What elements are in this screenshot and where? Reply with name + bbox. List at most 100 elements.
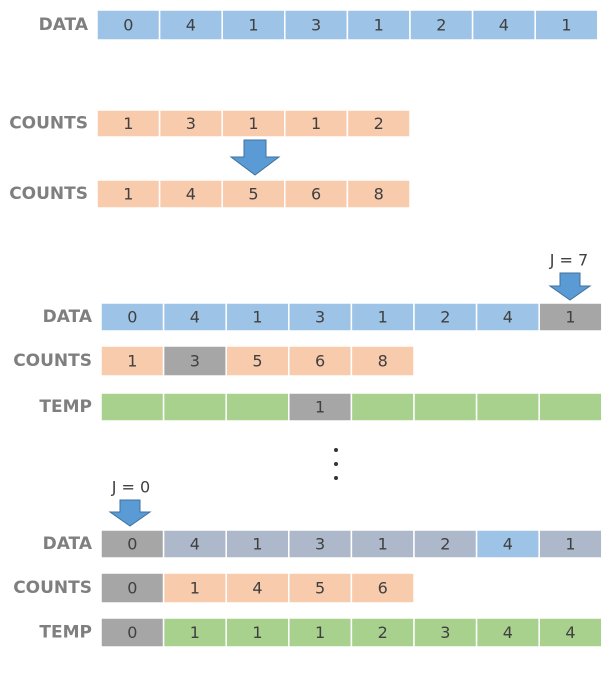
cell-value: 1 bbox=[315, 398, 325, 417]
cell-value: 1 bbox=[374, 16, 384, 35]
cell bbox=[225, 302, 290, 332]
cell bbox=[162, 529, 227, 559]
cell-value: 3 bbox=[440, 623, 450, 642]
cell-value: 5 bbox=[248, 185, 258, 204]
cell bbox=[538, 392, 603, 422]
arrow bbox=[108, 499, 152, 527]
cell-value: 0 bbox=[127, 623, 137, 642]
arrow bbox=[548, 272, 592, 301]
cell bbox=[288, 529, 353, 559]
cell-value: 6 bbox=[311, 185, 321, 204]
cell bbox=[162, 302, 227, 332]
ellipsis-dot bbox=[334, 448, 338, 452]
cell-value: 1 bbox=[190, 623, 200, 642]
cell bbox=[100, 345, 165, 377]
cell-value: 4 bbox=[499, 16, 509, 35]
cell-value: 4 bbox=[503, 535, 513, 554]
cell-value: 4 bbox=[503, 623, 513, 642]
cell bbox=[162, 392, 227, 422]
cell-value: 8 bbox=[378, 352, 388, 371]
cell-value: 1 bbox=[561, 16, 571, 35]
cell bbox=[350, 345, 415, 377]
cell bbox=[288, 302, 353, 332]
cell-value: 4 bbox=[190, 308, 200, 327]
cell bbox=[284, 179, 349, 209]
cell bbox=[158, 9, 223, 41]
cell-value: 3 bbox=[315, 535, 325, 554]
cell bbox=[538, 617, 603, 648]
cell-value: 1 bbox=[127, 352, 137, 371]
cell-value: 0 bbox=[123, 16, 133, 35]
row-label: TEMP bbox=[39, 397, 92, 417]
cell-value: 6 bbox=[315, 352, 325, 371]
cell bbox=[475, 302, 540, 332]
cell bbox=[534, 9, 599, 41]
cell bbox=[538, 302, 603, 332]
cell-value: 1 bbox=[252, 623, 262, 642]
arrow bbox=[229, 139, 281, 176]
cell bbox=[413, 617, 478, 648]
cell-value: 5 bbox=[315, 579, 325, 598]
cell bbox=[346, 9, 411, 41]
cell bbox=[413, 392, 478, 422]
cell bbox=[350, 617, 415, 648]
ellipsis-dot bbox=[334, 462, 338, 466]
cell-value: 1 bbox=[311, 114, 321, 133]
cell-value: 2 bbox=[440, 308, 450, 327]
cell-value: 1 bbox=[252, 308, 262, 327]
cell bbox=[475, 392, 540, 422]
row-label: DATA bbox=[43, 307, 93, 327]
cell bbox=[288, 617, 353, 648]
cell-value: 2 bbox=[436, 16, 446, 35]
cell-value: 8 bbox=[374, 185, 384, 204]
cell bbox=[100, 617, 165, 648]
cell-value: 1 bbox=[315, 623, 325, 642]
cell-value: 2 bbox=[440, 535, 450, 554]
cell-value: 0 bbox=[127, 579, 137, 598]
row-label: COUNTS bbox=[9, 114, 88, 134]
cell bbox=[350, 392, 415, 422]
row-label: COUNTS bbox=[13, 351, 92, 371]
pointer-label: J = 0 bbox=[111, 478, 150, 497]
cell bbox=[96, 179, 161, 209]
cell-value: 1 bbox=[190, 579, 200, 598]
cell-value: 2 bbox=[378, 623, 388, 642]
cell-value: 4 bbox=[186, 185, 196, 204]
pointer-label: J = 7 bbox=[549, 251, 588, 270]
cell bbox=[100, 572, 165, 604]
cell-value: 1 bbox=[378, 535, 388, 554]
cell bbox=[471, 9, 536, 41]
cell-value: 1 bbox=[248, 16, 258, 35]
cell bbox=[413, 529, 478, 559]
row-label: DATA bbox=[39, 15, 89, 35]
cell bbox=[350, 529, 415, 559]
cell bbox=[350, 302, 415, 332]
cell-value: 1 bbox=[248, 114, 258, 133]
cell bbox=[225, 392, 290, 422]
cell bbox=[346, 179, 411, 209]
cell bbox=[538, 529, 603, 559]
cell bbox=[162, 572, 227, 604]
cell-value: 1 bbox=[123, 114, 133, 133]
cell bbox=[96, 109, 161, 138]
cell-value: 1 bbox=[565, 308, 575, 327]
ellipsis-dot bbox=[334, 476, 338, 480]
cell bbox=[350, 572, 415, 604]
cell-value: 3 bbox=[190, 352, 200, 371]
cell-value: 3 bbox=[186, 114, 196, 133]
cell bbox=[162, 345, 227, 377]
cell-value: 1 bbox=[565, 535, 575, 554]
cell bbox=[100, 302, 165, 332]
cell bbox=[96, 9, 161, 41]
cell bbox=[162, 617, 227, 648]
cell-value: 6 bbox=[378, 579, 388, 598]
cell-value: 2 bbox=[374, 114, 384, 133]
cell bbox=[346, 109, 411, 138]
row-label: COUNTS bbox=[9, 184, 88, 204]
cell-value: 1 bbox=[123, 185, 133, 204]
cell-value: 3 bbox=[311, 16, 321, 35]
cell-value: 0 bbox=[127, 535, 137, 554]
cell bbox=[284, 109, 349, 138]
cell-value: 1 bbox=[378, 308, 388, 327]
